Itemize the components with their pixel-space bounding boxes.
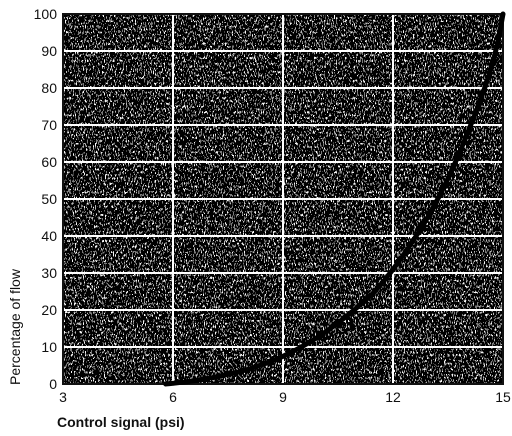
x-tick-label: 9 xyxy=(279,389,287,405)
plot-area xyxy=(62,11,506,387)
plot-frame xyxy=(62,13,504,385)
y-tick-label: 20 xyxy=(41,302,57,318)
y-axis-ticks: 0 10 20 30 40 50 60 70 80 90 100 xyxy=(34,6,58,392)
x-tick-label: 6 xyxy=(169,389,177,405)
grid xyxy=(63,14,503,384)
y-tick-label: 100 xyxy=(34,6,58,22)
series-line-flow-curve xyxy=(163,11,506,387)
y-tick-label: 30 xyxy=(41,265,57,281)
y-tick-label: 50 xyxy=(41,191,57,207)
x-axis-ticks: 3 6 9 12 15 xyxy=(59,389,511,405)
x-axis-label: Control signal (psi) xyxy=(57,414,185,430)
y-tick-label: 60 xyxy=(41,154,57,170)
y-tick-label: 10 xyxy=(41,339,57,355)
y-tick-label: 0 xyxy=(49,376,57,392)
x-tick-label: 15 xyxy=(495,389,511,405)
y-tick-label: 90 xyxy=(41,43,57,59)
y-axis-label: Percentage of flow xyxy=(7,268,23,385)
y-tick-label: 40 xyxy=(41,228,57,244)
y-tick-label: 80 xyxy=(41,80,57,96)
x-tick-label: 12 xyxy=(385,389,401,405)
y-tick-label: 70 xyxy=(41,117,57,133)
x-tick-label: 3 xyxy=(59,389,67,405)
